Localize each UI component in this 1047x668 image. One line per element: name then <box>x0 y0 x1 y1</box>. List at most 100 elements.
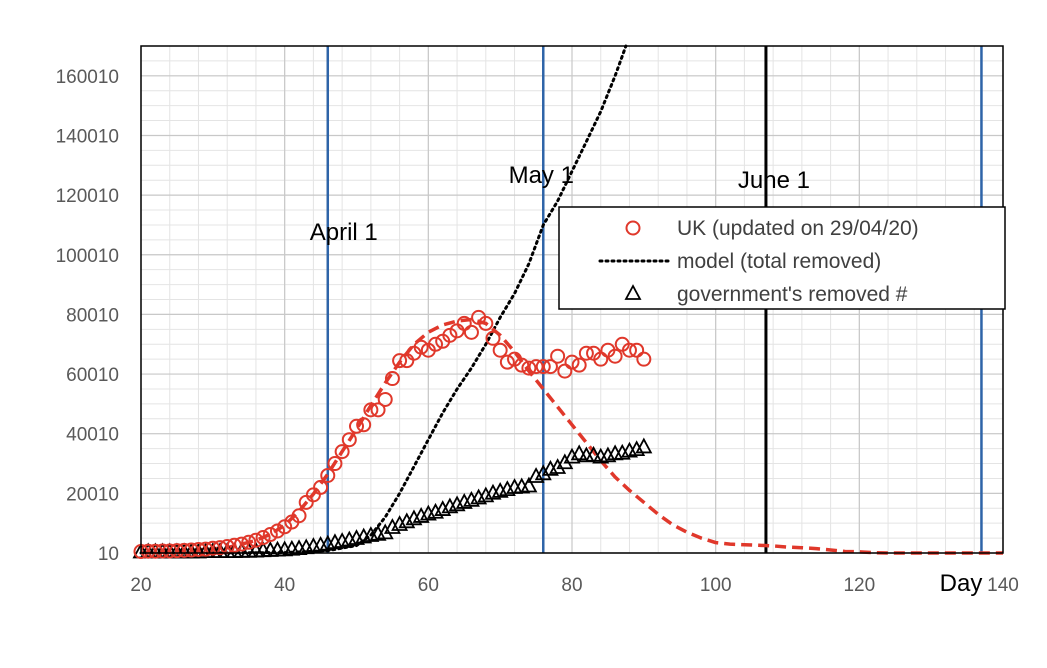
uk-data-point <box>521 360 537 376</box>
government-data-point <box>434 500 452 516</box>
uk-data-point <box>392 353 408 369</box>
legend-box <box>558 206 1006 310</box>
legend-circle-symbol <box>625 220 641 236</box>
government-data-point <box>383 518 401 534</box>
y-tick-label: 160010 <box>56 67 119 88</box>
uk-data-point <box>162 543 178 559</box>
uk-data-point <box>320 467 336 483</box>
y-tick-label: 120010 <box>56 186 119 207</box>
government-data-point <box>405 509 423 526</box>
y-axis-tick-labels: 10 20010 40010 60010 80010 100010 120010 140010… <box>56 67 119 565</box>
legend-triangle-symbol <box>624 284 642 300</box>
y-tick-label: 10 <box>98 544 119 565</box>
y-tick-label: 100010 <box>56 246 119 267</box>
uk-data-point <box>349 418 364 434</box>
uk-data-point <box>492 342 508 358</box>
uk-data-point <box>528 359 544 375</box>
legend-label: government's removed # <box>677 283 908 306</box>
government-data-point <box>376 523 394 540</box>
uk-data-point <box>176 542 192 558</box>
uk-data-point <box>147 543 163 559</box>
government-data-point <box>254 541 272 558</box>
date-annotation-label: April 1 <box>310 219 378 246</box>
uk-data-point <box>542 359 558 375</box>
uk-data-point <box>578 345 594 361</box>
x-tick-label: 80 <box>561 575 582 596</box>
government-data-point <box>412 507 430 523</box>
uk-data-point <box>255 530 271 546</box>
government-data-point <box>635 437 653 454</box>
uk-data-point <box>334 444 350 460</box>
uk-data-point <box>234 536 250 552</box>
government-data-point <box>570 444 588 461</box>
government-data-point <box>585 445 603 462</box>
uk-data-point <box>269 523 285 539</box>
uk-data-point <box>621 342 637 358</box>
uk-data-point <box>248 532 264 548</box>
uk-data-point <box>190 541 206 557</box>
government-data-point <box>549 458 567 474</box>
uk-data-point <box>198 541 214 557</box>
x-tick-label: 120 <box>843 575 875 596</box>
government-data-point <box>527 467 545 483</box>
uk-data-point <box>428 336 444 352</box>
uk-data-point <box>356 417 372 433</box>
government-data-point <box>462 490 480 507</box>
uk-data-point <box>514 357 530 373</box>
y-tick-label: 60010 <box>66 365 119 386</box>
uk-data-point <box>291 508 307 524</box>
x-tick-label: 100 <box>700 575 732 596</box>
legend-label: model (total removed) <box>677 250 881 273</box>
uk-data-point <box>413 339 429 355</box>
uk-data-point <box>499 354 515 370</box>
x-axis-tick-labels: 20 40 60 80 100 120 140 <box>130 575 1018 596</box>
uk-data-point <box>226 537 242 553</box>
legend: UK (updated on 29/04/20) model (total rem… <box>558 206 1006 310</box>
uk-data-point <box>550 348 566 364</box>
uk-data-point <box>363 402 379 418</box>
x-tick-label: 20 <box>130 575 151 596</box>
uk-data-point <box>377 391 393 407</box>
uk-data-point <box>564 354 580 370</box>
uk-data-point <box>155 543 171 559</box>
uk-data-point <box>327 456 343 472</box>
uk-data-point <box>557 363 573 379</box>
y-tick-label: 20010 <box>66 484 119 505</box>
government-data-point <box>398 512 416 529</box>
x-tick-label: 60 <box>418 575 439 596</box>
government-data-point <box>448 495 466 512</box>
uk-data-point <box>341 432 357 448</box>
government-data-point <box>427 502 445 519</box>
uk-data-point <box>629 342 645 358</box>
x-tick-label: 140 <box>987 575 1019 596</box>
uk-data-point <box>169 543 185 559</box>
uk-data-point <box>456 315 472 331</box>
uk-data-point <box>370 402 386 418</box>
model-dotted-line <box>139 44 628 555</box>
uk-data-point <box>205 540 221 556</box>
y-tick-label: 80010 <box>66 305 119 326</box>
uk-data-point <box>636 351 652 367</box>
uk-data-point <box>463 324 479 340</box>
date-annotation-label: June 1 <box>738 167 810 194</box>
government-data-point <box>628 440 646 457</box>
uk-data-point <box>212 540 228 556</box>
plot-series <box>132 44 1003 560</box>
legend-label: UK (updated on 29/04/20) <box>677 217 919 240</box>
government-data-point <box>563 447 581 464</box>
date-annotations: April 1 May 1 June 1 <box>310 162 810 246</box>
government-data-point <box>477 486 495 503</box>
y-tick-label: 140010 <box>56 126 119 147</box>
uk-data-point <box>607 348 623 364</box>
y-tick-label: 40010 <box>66 425 119 446</box>
date-annotation-label: May 1 <box>509 162 574 189</box>
uk-data-point <box>183 542 199 558</box>
government-data-point <box>534 464 552 481</box>
uk-fit-dashed-line <box>140 317 1003 555</box>
x-tick-label: 40 <box>274 575 295 596</box>
uk-data-point <box>313 479 329 495</box>
uk-data-point <box>384 371 400 387</box>
uk-data-point <box>535 359 551 375</box>
